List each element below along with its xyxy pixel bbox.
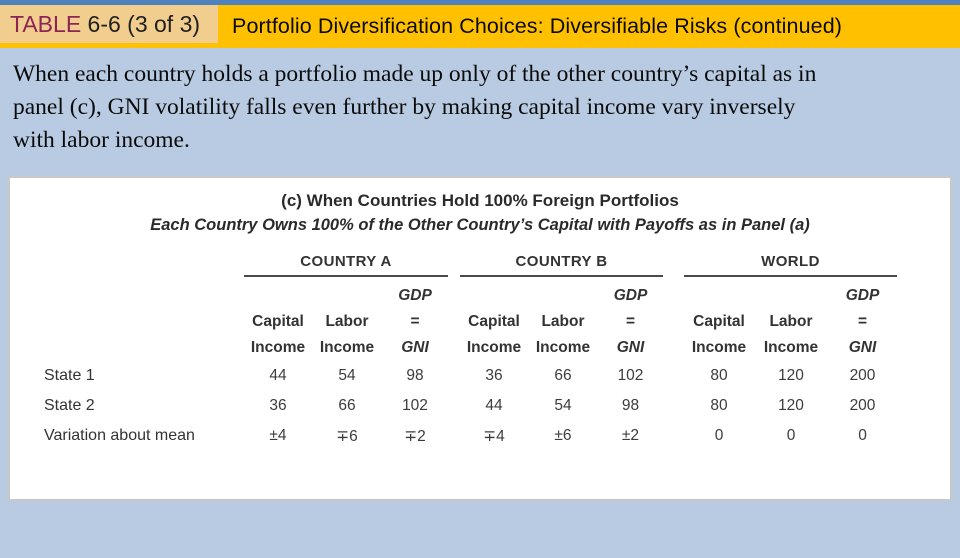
sub-header-line: Capital: [252, 313, 304, 330]
sub-header-line: Labor: [325, 313, 369, 330]
sub-header-line: =: [625, 313, 636, 330]
table-cell: 200: [849, 367, 876, 384]
table-label: TABLE: [10, 10, 82, 37]
sub-header-line: Income: [763, 339, 819, 356]
column-sub-header: GDP = GNI: [382, 283, 448, 361]
table-cell: 98: [406, 367, 424, 384]
sub-header-line: Income: [250, 339, 306, 356]
sub-header-line: Labor: [769, 313, 813, 330]
column-sub-header: GDP = GNI: [598, 283, 663, 361]
slide-title: Portfolio Diversification Choices: Diver…: [232, 14, 843, 38]
column-group-header: COUNTRY B: [460, 253, 663, 277]
panel-subtitle: Each Country Owns 100% of the Other Coun…: [150, 216, 810, 234]
sub-header-line: GNI: [848, 339, 877, 356]
column-sub-header: Labor Income: [754, 283, 828, 361]
sub-header-line: [684, 283, 754, 309]
sub-header-line: Income: [535, 339, 591, 356]
table-cell: 200: [849, 397, 876, 414]
table-cell: 44: [269, 367, 287, 384]
column-sub-header: Capital Income: [244, 283, 312, 361]
table-cell: 54: [554, 397, 572, 414]
sub-header-line: GNI: [616, 339, 645, 356]
table-cell: 0: [858, 427, 867, 444]
table-cell: 0: [786, 427, 796, 444]
table-cell: 80: [710, 397, 728, 414]
table-cell: 36: [269, 397, 287, 414]
title-band: TABLE 6-6 (3 of 3) Portfolio Diversifica…: [0, 5, 960, 48]
caption-line: panel (c), GNI volatility falls even fur…: [13, 94, 796, 120]
table-cell: 120: [778, 367, 804, 384]
panel-title: (c) When Countries Hold 100% Foreign Por…: [281, 191, 679, 210]
column-sub-header: Capital Income: [684, 283, 754, 361]
sub-header-line: GDP: [845, 287, 880, 304]
table-cell: 98: [621, 397, 640, 414]
sub-header-line: Capital: [468, 313, 520, 330]
sub-header-line: [528, 283, 598, 309]
table-cell: ±4: [269, 427, 287, 444]
sub-header-line: GDP: [613, 287, 648, 304]
column-sub-header: Labor Income: [528, 283, 598, 361]
row-label: State 1: [44, 367, 95, 384]
sub-header-line: Labor: [541, 313, 585, 330]
table-number: 6-6 (3 of 3): [81, 10, 201, 37]
table-panel: (c) When Countries Hold 100% Foreign Por…: [8, 176, 952, 501]
sub-header-line: [754, 283, 828, 309]
table-cell: 36: [485, 367, 503, 384]
column-group-header: COUNTRY A: [244, 253, 448, 277]
sub-header-line: Capital: [693, 313, 745, 330]
sub-header-line: Income: [319, 339, 375, 356]
column-group-header: WORLD: [684, 253, 897, 277]
table-cell: ±2: [621, 427, 640, 444]
table-cell: 102: [617, 367, 644, 384]
table-cell: ∓6: [336, 427, 358, 445]
column-sub-header: Capital Income: [460, 283, 528, 361]
table-cell: 44: [485, 397, 503, 414]
table-cell: 54: [338, 367, 356, 384]
sub-header-line: GDP: [398, 287, 432, 304]
table-cell: 80: [710, 367, 728, 384]
row-label: Variation about mean: [44, 427, 195, 444]
sub-header-line: Income: [466, 339, 522, 356]
caption-line: When each country holds a portfolio made…: [13, 61, 817, 87]
column-sub-header: Labor Income: [312, 283, 382, 361]
table-cell: ±6: [554, 427, 572, 444]
sub-header-line: Income: [691, 339, 747, 356]
sub-header-line: =: [857, 313, 868, 330]
sub-header-line: [312, 283, 382, 309]
caption-text: When each country holds a portfolio made…: [13, 58, 943, 157]
column-sub-header: GDP = GNI: [828, 283, 897, 361]
table-cell: 120: [778, 397, 804, 414]
top-accent-strip: [0, 0, 960, 5]
table-cell: ∓2: [404, 427, 426, 445]
data-table: COUNTRY A COUNTRY B WORLD Capital Income La…: [44, 253, 950, 451]
caption-line: with labor income.: [13, 127, 190, 153]
sub-header-line: GNI: [401, 339, 429, 356]
table-number-tag: TABLE 6-6 (3 of 3): [0, 5, 218, 43]
sub-header-line: [244, 283, 312, 309]
row-label: State 2: [44, 397, 95, 414]
table-cell: ∓4: [483, 427, 505, 445]
table-cell: 66: [554, 367, 572, 384]
table-cell: 0: [714, 427, 724, 444]
table-cell: 66: [338, 397, 356, 414]
sub-header-line: [460, 283, 528, 309]
table-cell: 102: [402, 397, 428, 414]
sub-header-line: =: [410, 313, 420, 330]
